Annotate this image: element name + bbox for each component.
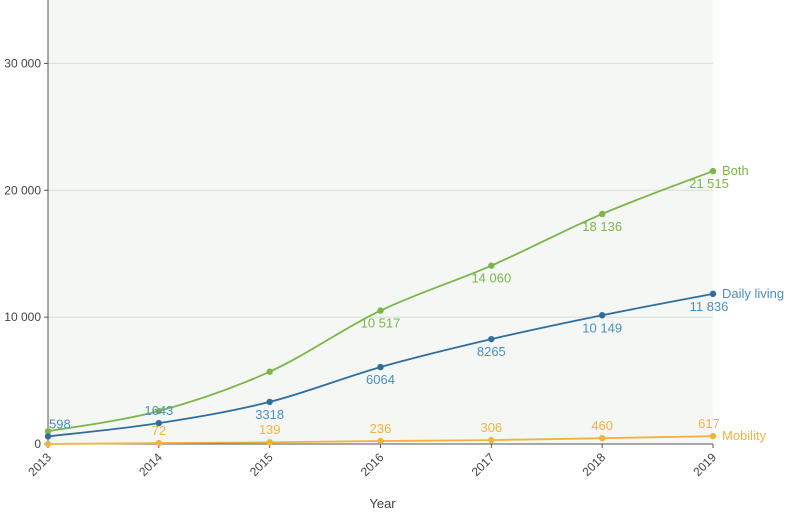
data-label-daily-living-2015: 3318 bbox=[255, 407, 284, 422]
data-point-daily-living-2017 bbox=[488, 335, 495, 343]
y-tick-label-20000: 20 000 bbox=[4, 183, 41, 197]
data-label-mobility-2019: 617 bbox=[698, 416, 720, 431]
data-point-mobility-2019 bbox=[709, 432, 717, 440]
data-point-mobility-2014 bbox=[155, 439, 163, 447]
y-axis: 0 10 000 20 000 30 000 bbox=[4, 0, 49, 451]
data-point-mobility-2013 bbox=[44, 440, 52, 448]
data-label-both-2019: 21 515 bbox=[689, 176, 729, 191]
data-point-daily-living-2016 bbox=[377, 363, 384, 371]
x-tick-label-2016: 2016 bbox=[358, 450, 387, 479]
data-point-both-2019 bbox=[709, 167, 717, 175]
y-tick-label-30000: 30 000 bbox=[4, 56, 41, 70]
data-label-both-2017: 14 060 bbox=[471, 271, 511, 286]
data-point-daily-living-2014 bbox=[155, 419, 163, 427]
data-point-daily-living-2019 bbox=[709, 290, 717, 298]
y-tick-label-10000: 10 000 bbox=[4, 310, 41, 324]
data-point-mobility-2017 bbox=[488, 436, 495, 444]
data-label-mobility-2016: 236 bbox=[370, 421, 392, 436]
x-tick-label-2013: 2013 bbox=[25, 450, 54, 479]
data-point-both-2015 bbox=[266, 368, 273, 375]
series-name-label-daily-living: Daily living bbox=[722, 286, 784, 301]
data-point-daily-living-2018 bbox=[598, 312, 606, 319]
y-tick-label-0: 0 bbox=[34, 437, 41, 451]
x-tick-label-2015: 2015 bbox=[247, 450, 276, 479]
data-point-mobility-2018 bbox=[598, 434, 606, 442]
data-point-daily-living-2013 bbox=[44, 433, 52, 440]
x-axis-title: Year bbox=[369, 496, 396, 511]
data-label-mobility-2018: 460 bbox=[591, 418, 613, 433]
data-label-mobility-2017: 306 bbox=[480, 420, 502, 435]
data-point-both-2018 bbox=[598, 210, 606, 218]
data-label-mobility-2014: 72 bbox=[152, 423, 166, 438]
data-label-daily-living-2017: 8265 bbox=[477, 344, 506, 359]
x-tick-label-2014: 2014 bbox=[136, 450, 165, 479]
data-label-daily-living-2013: 598 bbox=[49, 416, 71, 431]
data-point-mobility-2016 bbox=[377, 437, 384, 445]
data-point-both-2013 bbox=[44, 428, 52, 435]
data-point-both-2016 bbox=[377, 307, 384, 314]
x-axis: 2013 2014 2015 2016 2017 2018 2019 bbox=[25, 443, 719, 479]
data-point-mobility-2015 bbox=[266, 439, 273, 446]
data-label-daily-living-2018: 10 149 bbox=[582, 320, 622, 335]
x-tick-label-2017: 2017 bbox=[469, 450, 498, 479]
data-point-both-2014 bbox=[155, 407, 163, 415]
series-name-label-both: Both bbox=[722, 163, 749, 178]
series-name-label-mobility: Mobility bbox=[722, 428, 767, 443]
x-tick-label-2018: 2018 bbox=[580, 450, 609, 479]
data-label-daily-living-2014: 1643 bbox=[144, 403, 173, 418]
data-label-mobility-2015: 139 bbox=[259, 422, 281, 437]
x-tick-label-2019: 2019 bbox=[690, 450, 719, 479]
data-point-both-2017 bbox=[488, 262, 495, 269]
data-label-both-2016: 10 517 bbox=[361, 316, 401, 331]
data-label-daily-living-2019: 11 836 bbox=[690, 299, 729, 314]
data-label-both-2018: 18 136 bbox=[582, 219, 622, 234]
data-label-daily-living-2016: 6064 bbox=[366, 372, 395, 387]
data-point-daily-living-2015 bbox=[266, 398, 273, 406]
